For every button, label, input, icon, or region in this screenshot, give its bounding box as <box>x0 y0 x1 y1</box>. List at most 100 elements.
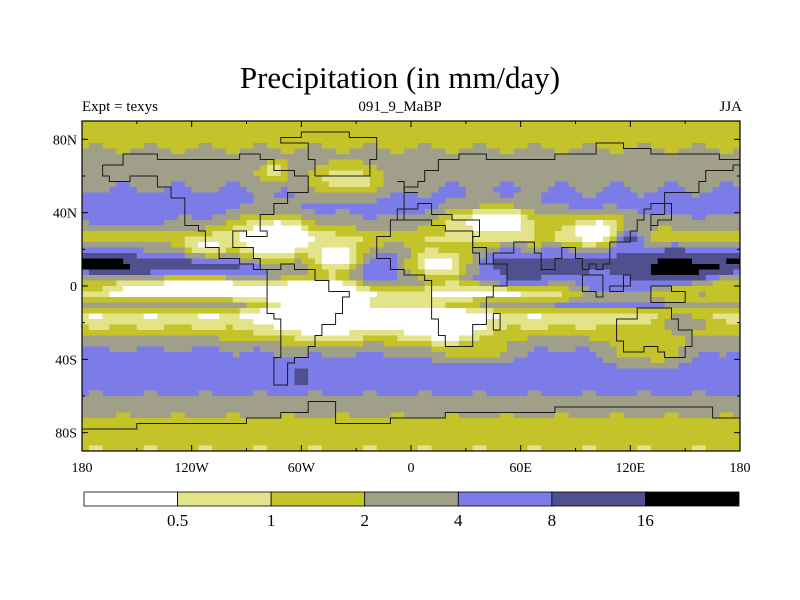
field-cell <box>225 148 241 155</box>
colorbar-swatch <box>177 491 272 507</box>
field-cell <box>692 390 707 397</box>
field-cell <box>383 352 446 359</box>
field-cell <box>136 324 165 331</box>
field-cell <box>198 445 213 451</box>
field-cell <box>417 192 433 199</box>
field-cell <box>644 236 652 243</box>
field-cell <box>733 181 740 188</box>
field-cell <box>219 253 241 260</box>
field-cell <box>260 264 309 271</box>
field-cell <box>534 231 556 238</box>
field-cell <box>308 269 330 276</box>
field-cell <box>225 209 316 216</box>
field-cell <box>287 165 316 172</box>
field-cell <box>554 148 570 155</box>
field-cell <box>82 280 117 287</box>
field-cell <box>363 264 398 271</box>
y-tick-label: 40S <box>55 353 77 368</box>
field-cell <box>411 253 419 260</box>
x-tick-label: 120W <box>175 461 210 476</box>
field-cell <box>678 148 721 155</box>
field-cell <box>239 352 275 359</box>
field-cell <box>82 137 740 144</box>
field-cell <box>280 148 296 155</box>
field-cell <box>267 445 309 451</box>
field-cell <box>500 269 590 276</box>
field-cell <box>328 275 337 282</box>
field-cell <box>294 335 364 342</box>
field-cell <box>308 390 323 397</box>
field-cell <box>376 445 419 451</box>
field-cell <box>582 445 597 451</box>
field-cell <box>671 286 740 293</box>
field-cell <box>568 297 666 304</box>
field-cell <box>554 302 666 309</box>
field-cell <box>445 280 460 287</box>
field-cell <box>321 258 350 265</box>
field-cell <box>692 330 740 337</box>
field-cell <box>342 280 357 287</box>
field-cell <box>82 159 268 166</box>
field-cell <box>82 313 90 320</box>
field-cell <box>692 192 700 199</box>
field-cell <box>225 275 282 282</box>
x-tick-label: 60E <box>509 461 532 476</box>
field-cell <box>253 143 268 150</box>
field-cell <box>637 445 652 451</box>
field-cell <box>191 324 227 331</box>
field-cell <box>486 253 618 260</box>
field-cell <box>458 269 467 276</box>
field-cell <box>431 220 446 227</box>
field-cell <box>225 247 241 254</box>
field-cell <box>82 291 111 298</box>
field-cell <box>733 269 740 276</box>
colorbar-label: 0.5 <box>167 511 188 530</box>
field-cell <box>698 269 734 276</box>
field-cell <box>267 170 282 177</box>
field-cell <box>582 291 652 298</box>
colorbar-swatch <box>83 491 178 507</box>
field-cell <box>719 275 740 282</box>
field-cell <box>424 247 440 254</box>
field-cell <box>479 264 494 271</box>
field-cell <box>363 275 398 282</box>
field-cell <box>424 209 446 216</box>
field-cell <box>102 143 145 150</box>
field-cell <box>575 187 604 194</box>
field-cell <box>376 198 446 205</box>
field-cell <box>116 181 131 188</box>
field-cell <box>157 390 200 397</box>
field-cell <box>424 280 446 287</box>
field-cell <box>616 253 740 260</box>
field-cell <box>171 242 186 249</box>
field-cell <box>363 280 426 287</box>
field-cell <box>458 258 474 265</box>
x-tick-label: 60W <box>288 461 316 476</box>
field-cell <box>493 258 659 265</box>
field-cell <box>411 247 426 254</box>
field-cell <box>267 269 309 276</box>
field-cell <box>82 214 179 221</box>
field-cell <box>431 192 467 199</box>
field-cell <box>123 286 357 293</box>
field-cell <box>82 286 104 293</box>
field-cell <box>280 187 289 194</box>
field-cell <box>561 291 583 298</box>
field-cell <box>678 352 700 359</box>
field-cell <box>184 181 227 188</box>
continent-outline <box>390 142 740 270</box>
field-cell <box>321 176 371 183</box>
field-cell <box>513 412 556 419</box>
field-cell <box>513 181 556 188</box>
field-cell <box>397 258 405 265</box>
field-cell <box>328 159 364 166</box>
field-cell <box>239 258 261 265</box>
field-cell <box>596 445 638 451</box>
field-cell <box>609 148 625 155</box>
continent-outline <box>266 263 350 386</box>
field-cell <box>520 187 549 194</box>
field-cell <box>369 176 385 183</box>
field-cell <box>225 181 241 188</box>
field-cell <box>479 203 515 210</box>
